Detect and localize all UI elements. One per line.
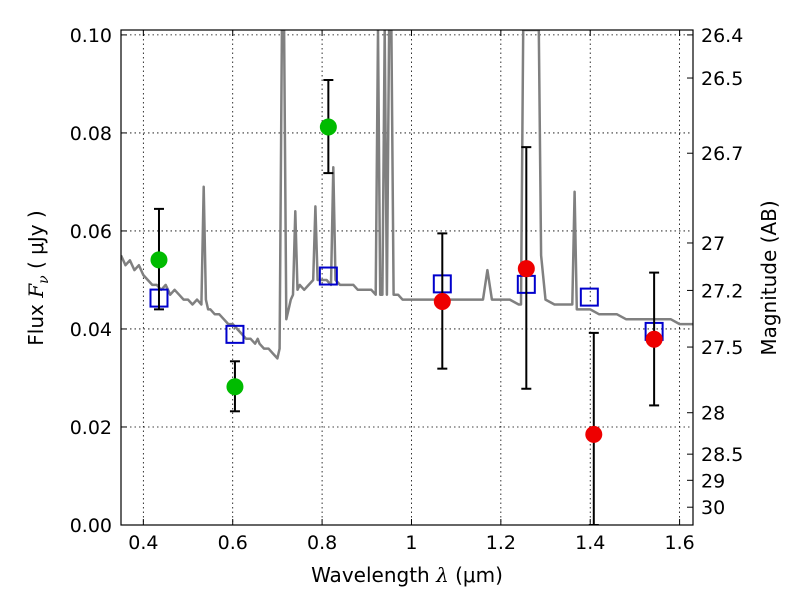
y-tick-label: 0.04 <box>70 319 112 341</box>
y-tick-label: 0.00 <box>70 515 112 537</box>
data-point <box>226 378 244 396</box>
right-tick-label: 27.5 <box>701 337 743 359</box>
y-tick-label: 0.10 <box>70 25 112 47</box>
right-axis-title: Magnitude (AB) <box>757 200 781 355</box>
x-tick-label: 1 <box>405 532 417 554</box>
x-tick-label: 1.6 <box>664 532 694 554</box>
x-tick-label: 1.2 <box>486 532 516 554</box>
y-axis-title: Flux Fν ( μJy ) <box>24 210 52 345</box>
right-tick-label: 29 <box>701 470 725 492</box>
right-axis: 26.4 26.5 26.7 27 27.2 27.5 28 28.5 29 30 <box>701 25 743 519</box>
x-tick-label: 0.8 <box>307 532 337 554</box>
data-point <box>517 260 535 278</box>
data-point <box>645 330 663 348</box>
right-tick-label: 26.5 <box>701 68 743 90</box>
right-tick-label: 28.5 <box>701 444 743 466</box>
x-axis: 0.4 0.6 0.8 1 1.2 1.4 1.6 <box>128 532 694 554</box>
y-tick-label: 0.02 <box>70 417 112 439</box>
x-tick-label: 0.6 <box>218 532 248 554</box>
y-tick-label: 0.06 <box>70 221 112 243</box>
gridlines <box>121 30 693 526</box>
x-tick-label: 1.4 <box>575 532 605 554</box>
x-tick-label: 0.4 <box>128 532 158 554</box>
right-tick-label: 28 <box>701 403 725 425</box>
right-tick-label: 26.7 <box>701 143 743 165</box>
right-tick-label: 27.2 <box>701 280 743 302</box>
data-point <box>433 293 451 311</box>
y-axis: 0.00 0.02 0.04 0.06 0.08 0.10 <box>70 25 112 537</box>
data-point <box>319 118 337 136</box>
right-tick-label: 27 <box>701 233 725 255</box>
ticks <box>121 30 693 526</box>
x-axis-title: Wavelength λ (μm) <box>311 563 503 587</box>
plot-area <box>121 30 693 525</box>
spectrum-line <box>121 30 693 360</box>
model-square-marker <box>579 287 599 307</box>
data-point <box>585 425 603 443</box>
y-tick-label: 0.08 <box>70 123 112 145</box>
right-tick-label: 30 <box>701 497 725 519</box>
plot-frame <box>120 29 694 526</box>
model-square-marker <box>318 266 338 286</box>
model-square-marker <box>225 324 245 344</box>
data-point <box>150 251 168 269</box>
right-tick-label: 26.4 <box>701 25 743 47</box>
